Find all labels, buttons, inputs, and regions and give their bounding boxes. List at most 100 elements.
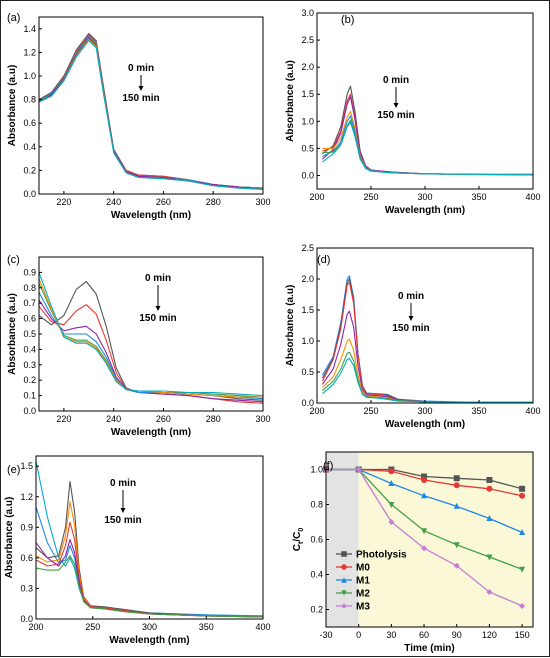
y-tick-label: 0.2 (310, 605, 323, 615)
y-tick-label: 0.2 (23, 375, 36, 385)
y-tick-label: 1.5 (301, 305, 314, 315)
panel-label: (e) (7, 464, 20, 476)
y-tick-label: 0.0 (23, 189, 36, 199)
x-tick-label: 240 (106, 414, 121, 424)
y-tick-label: 0.7 (23, 298, 36, 308)
y-tick-label: 0.0 (20, 614, 33, 624)
y-axis-label: Absorbance (a.u) (7, 65, 18, 147)
time-arrow-head (120, 508, 126, 513)
y-tick-label: 1.0 (301, 116, 314, 126)
y-axis-label: Absorbance (a.u) (285, 60, 296, 142)
legend-label-m1: M1 (356, 576, 370, 587)
data-point-m0-3 (421, 477, 428, 483)
legend-label-m0: M0 (356, 563, 370, 574)
panel-label: (d) (317, 254, 330, 266)
y-tick-label: 2.5 (301, 35, 314, 45)
y-tick-label: 0.0 (23, 406, 36, 416)
x-tick-label: 120 (482, 630, 497, 640)
annotation-end-time: 150 min (122, 93, 159, 104)
x-axis-label: Wavelength (nm) (111, 427, 191, 438)
y-tick-label: 1.0 (23, 71, 36, 81)
y-tick-label: 0.0 (301, 170, 314, 180)
data-point-m3-6 (519, 603, 526, 609)
x-tick-label: -30 (319, 630, 332, 640)
x-tick-label: 90 (452, 630, 462, 640)
legend-label-m3: M3 (356, 602, 370, 613)
y-axis-label: Absorbance (a.u) (4, 497, 15, 579)
time-arrow-head (408, 316, 414, 321)
series-line-7 (322, 357, 533, 403)
annotation-end-time: 150 min (377, 110, 414, 121)
y-tick-label: 0.5 (301, 367, 314, 377)
data-point-m2-5 (486, 554, 493, 561)
y-axis-label: Absorbance (a.u) (7, 293, 18, 375)
y-tick-label: 1.5 (301, 89, 314, 99)
x-tick-label: 400 (525, 192, 540, 202)
x-tick-label: 300 (142, 622, 157, 632)
annotation-start-time: 0 min (383, 75, 409, 86)
data-point-m0-6 (519, 492, 526, 499)
y-tick-label: 0.6 (23, 314, 36, 324)
data-point-m2-6 (519, 566, 526, 573)
series-line-7 (38, 40, 264, 190)
x-tick-label: 300 (255, 197, 270, 207)
annotation-end-time: 150 min (104, 515, 141, 526)
x-tick-label: 350 (471, 192, 486, 202)
y-tick-label: 0.8 (310, 500, 323, 510)
x-tick-label: 250 (363, 406, 378, 416)
x-tick-label: 280 (206, 197, 221, 207)
x-tick-label: 280 (206, 414, 221, 424)
x-tick-label: 400 (255, 622, 270, 632)
y-tick-label: 0.5 (301, 143, 314, 153)
series-line-3 (35, 480, 264, 618)
x-tick-label: 400 (525, 406, 540, 416)
y-tick-label: 0.2 (23, 165, 36, 175)
x-tick-label: 200 (309, 406, 324, 416)
y-tick-label: 1.0 (301, 336, 314, 346)
y-tick-label: 2.5 (301, 243, 314, 253)
x-tick-label: 30 (386, 630, 396, 640)
y-tick-label: 2.0 (301, 62, 314, 72)
annotation-start-time: 0 min (398, 291, 424, 302)
data-point-photolysis-4 (453, 475, 460, 482)
series-line-7 (35, 555, 264, 618)
y-tick-label: 0.6 (23, 118, 36, 128)
y-tick-label: 0.8 (23, 283, 36, 293)
time-arrow-head (138, 86, 144, 91)
time-arrow-head (393, 103, 399, 108)
x-tick-label: 200 (309, 192, 324, 202)
data-point-m2-3 (421, 528, 428, 535)
data-point-m1-5 (486, 515, 493, 521)
x-axis-label: Wavelength (nm) (111, 210, 191, 221)
annotation-start-time: 0 min (145, 273, 171, 284)
y-tick-label: 0.4 (23, 142, 36, 152)
panel-label: (b) (341, 14, 354, 26)
y-tick-label: 0.4 (23, 344, 36, 354)
legend-marker (341, 577, 347, 583)
y-tick-label: 1.0 (310, 465, 323, 475)
data-point-m2-2 (388, 502, 395, 508)
legend-label-m2: M2 (356, 589, 370, 600)
x-tick-label: 300 (417, 406, 432, 416)
x-axis-label: Time (min) (404, 643, 454, 654)
panel-label: (c) (7, 254, 20, 266)
plot-frame (38, 16, 264, 195)
y-tick-label: 0.6 (20, 553, 33, 563)
y-tick-label: 0.5 (23, 329, 36, 339)
data-point-m1-2 (388, 480, 395, 486)
series-line-7 (322, 121, 534, 176)
legend-marker (341, 551, 347, 557)
x-tick-label: 250 (363, 192, 378, 202)
y-tick-label: 0.9 (23, 267, 36, 277)
data-point-photolysis-6 (519, 485, 526, 492)
data-point-m3-1 (355, 466, 362, 473)
x-axis-label: Wavelength (nm) (385, 205, 465, 216)
dark-region (326, 452, 359, 627)
y-tick-label: 0.1 (23, 391, 36, 401)
x-tick-label: 350 (199, 622, 214, 632)
x-tick-label: 150 (515, 630, 530, 640)
